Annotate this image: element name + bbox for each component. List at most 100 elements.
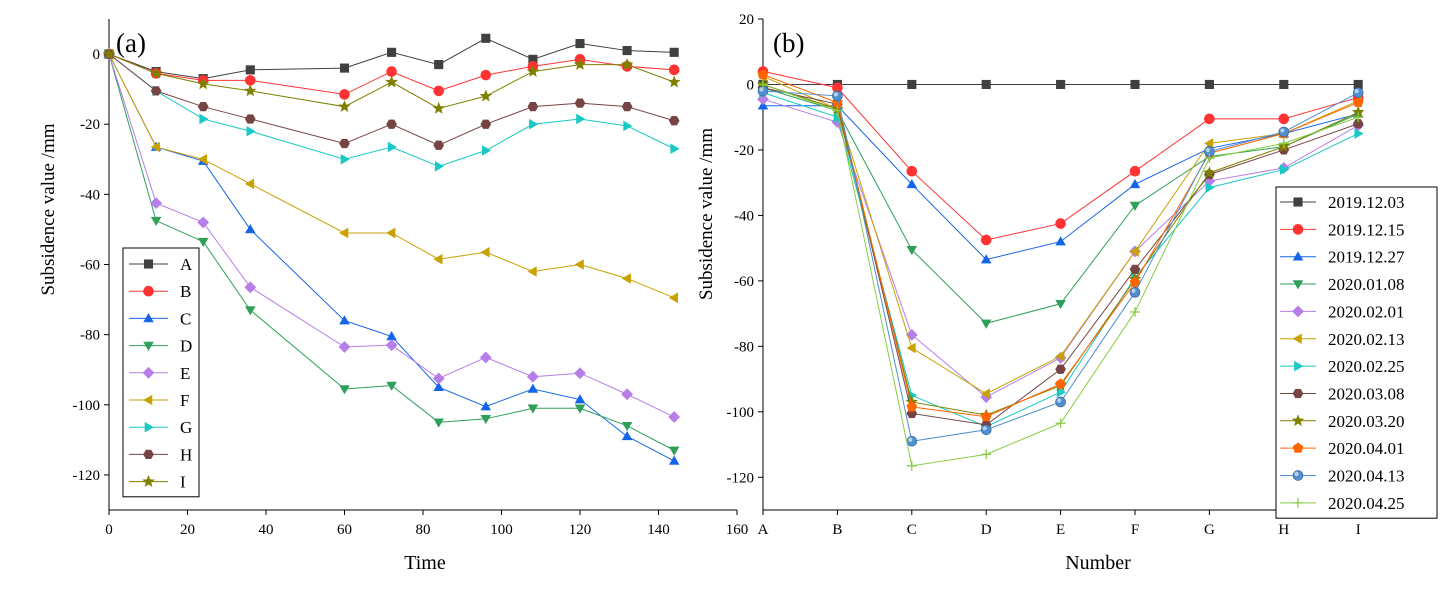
data-point-2020.04.01-8 bbox=[1352, 96, 1364, 108]
data-point-2020.03.20-6 bbox=[1203, 166, 1216, 179]
data-point-I-3 bbox=[244, 84, 257, 97]
y-tick-label-b--80: -80 bbox=[734, 339, 754, 355]
data-point-2019.12.27-5 bbox=[1129, 178, 1141, 189]
data-point-H-10 bbox=[621, 102, 633, 112]
x-tick-label-a-80: 80 bbox=[416, 522, 431, 538]
legend-label-b-11: 2020.04.25 bbox=[1328, 494, 1405, 513]
data-point-G-5 bbox=[387, 141, 397, 153]
legend-label-b-9: 2020.04.01 bbox=[1328, 439, 1405, 458]
data-point-2019.12.03-3 bbox=[981, 79, 991, 90]
data-point-B-11 bbox=[668, 64, 680, 76]
data-point-C-6 bbox=[433, 381, 444, 392]
data-point-2019.12.15-5 bbox=[1129, 165, 1141, 177]
data-point-2020.04.13-8 bbox=[1352, 87, 1364, 98]
legend-label-b-10: 2020.04.13 bbox=[1328, 467, 1405, 486]
y-tick-label-a--100: -100 bbox=[73, 398, 101, 414]
series-line-F bbox=[108, 53, 675, 299]
legend-label-a-A: A bbox=[180, 255, 193, 274]
data-point-2019.12.15-2 bbox=[906, 165, 918, 177]
data-point-E-11 bbox=[668, 411, 681, 423]
data-point-H-3 bbox=[244, 114, 256, 124]
legend-label-a-D: D bbox=[180, 337, 192, 356]
data-point-D-9 bbox=[574, 404, 586, 414]
data-point-G-10 bbox=[623, 120, 633, 132]
data-point-2020.03.08-5 bbox=[1129, 264, 1141, 275]
y-tick-label-b--100: -100 bbox=[727, 405, 755, 421]
legend-marker-b-6 bbox=[1294, 360, 1304, 372]
data-point-I-9 bbox=[573, 58, 587, 70]
data-point-2020.03.08-8 bbox=[1352, 119, 1364, 129]
data-point-E-10 bbox=[621, 388, 634, 401]
legend-label-a-G: G bbox=[180, 418, 192, 437]
data-point-2020.04.25-6 bbox=[1204, 153, 1215, 164]
x-tick-label-a-140: 140 bbox=[647, 522, 670, 538]
data-point-2020.01.08-5 bbox=[1129, 201, 1141, 211]
legend-marker-b-11 bbox=[1293, 497, 1303, 508]
series-line-E bbox=[108, 53, 675, 418]
y-tick-label-b-0: 0 bbox=[747, 77, 755, 93]
data-point-A-3 bbox=[245, 65, 255, 75]
legend-marker-b-8 bbox=[1291, 414, 1305, 427]
data-point-I-6 bbox=[432, 101, 445, 114]
y-tick-label-b-20: 20 bbox=[739, 12, 754, 28]
data-point-C-11 bbox=[668, 455, 680, 465]
legend-marker-a-G bbox=[144, 421, 154, 433]
legend-marker-b-5 bbox=[1292, 333, 1302, 345]
data-point-C-7 bbox=[480, 401, 492, 411]
data-point-E-5 bbox=[385, 339, 398, 352]
data-point-2020.04.13-2 bbox=[906, 435, 918, 447]
x-tick-label-a-0: 0 bbox=[105, 522, 113, 538]
x-tick-label-b-G: G bbox=[1204, 522, 1215, 538]
data-point-I-4 bbox=[338, 100, 351, 112]
data-point-H-2 bbox=[197, 102, 209, 112]
data-point-2020.02.25-6 bbox=[1205, 182, 1215, 193]
data-point-G-6 bbox=[434, 161, 445, 172]
data-point-2020.01.08-3 bbox=[980, 319, 992, 329]
data-point-2020.04.13-7 bbox=[1278, 126, 1290, 138]
data-point-B-4 bbox=[339, 89, 350, 100]
data-point-E-4 bbox=[338, 340, 351, 353]
data-point-2020.02.25-4 bbox=[1056, 386, 1066, 398]
data-point-E-3 bbox=[244, 281, 257, 294]
x-tick-label-b-I: I bbox=[1356, 522, 1361, 538]
data-point-2020.04.25-3 bbox=[981, 449, 992, 460]
legend-label-a-B: B bbox=[180, 282, 191, 301]
data-point-2019.12.15-3 bbox=[980, 234, 992, 246]
data-point-H-5 bbox=[386, 119, 397, 129]
legend-marker-b-10 bbox=[1292, 470, 1304, 481]
data-point-E-2 bbox=[197, 216, 210, 229]
data-point-2020.02.13-6 bbox=[1204, 138, 1214, 149]
legend-label-b-7: 2020.03.08 bbox=[1328, 384, 1405, 403]
data-point-A-11 bbox=[669, 47, 679, 57]
data-point-A-7 bbox=[481, 33, 491, 43]
y-tick-label-a--120: -120 bbox=[73, 468, 101, 484]
data-point-2020.01.08-4 bbox=[1055, 299, 1066, 310]
data-point-2019.12.27-4 bbox=[1055, 236, 1066, 246]
data-point-2020.04.25-4 bbox=[1055, 418, 1066, 429]
data-point-2020.04.25-7 bbox=[1278, 138, 1289, 149]
y-tick-label-b--20: -20 bbox=[734, 143, 754, 159]
y-tick-label-a--20: -20 bbox=[80, 117, 100, 133]
data-point-C-9 bbox=[574, 394, 586, 404]
data-point-D-4 bbox=[339, 385, 350, 395]
data-point-2020.01.08-2 bbox=[906, 245, 918, 256]
data-point-A-6 bbox=[434, 60, 444, 70]
x-tick-label-a-120: 120 bbox=[569, 522, 592, 538]
data-point-G-3 bbox=[246, 125, 256, 137]
data-point-I-2 bbox=[196, 77, 210, 90]
data-point-D-5 bbox=[386, 381, 397, 391]
data-point-2020.04.25-8 bbox=[1353, 112, 1364, 123]
y-tick-label-a--80: -80 bbox=[80, 328, 100, 344]
data-point-2020.02.13-5 bbox=[1129, 246, 1139, 257]
legend-label-b-4: 2020.02.01 bbox=[1328, 302, 1405, 321]
data-point-2020.04.01-0 bbox=[757, 69, 769, 80]
x-tick-label-b-C: C bbox=[907, 522, 917, 538]
data-point-F-9 bbox=[574, 259, 584, 270]
data-point-A-9 bbox=[575, 38, 585, 49]
legend-marker-a-F bbox=[143, 394, 153, 406]
data-point-G-11 bbox=[670, 143, 680, 155]
data-point-2020.04.25-1 bbox=[832, 105, 843, 116]
y-tick-label-b--120: -120 bbox=[727, 470, 755, 486]
